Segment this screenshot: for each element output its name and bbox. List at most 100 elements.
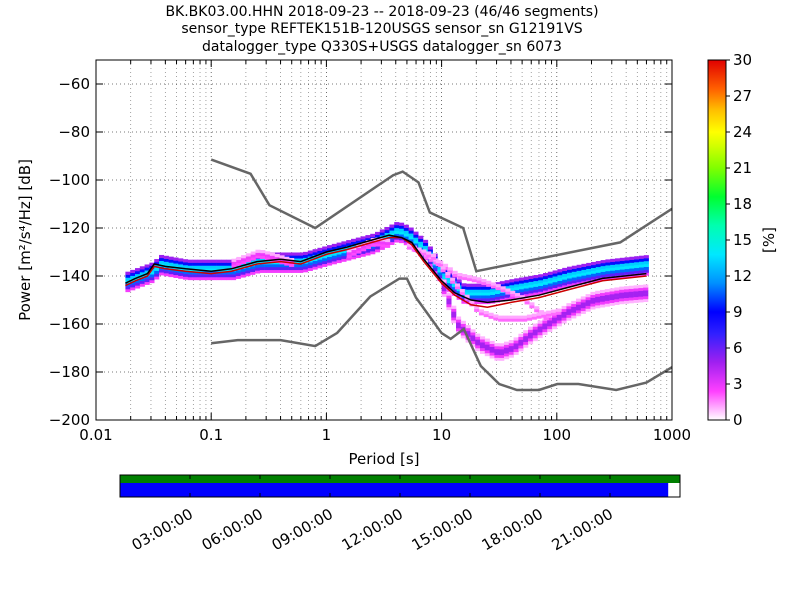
histogram-cell <box>351 249 357 253</box>
histogram-cell <box>576 307 582 311</box>
histogram-cell <box>379 232 385 236</box>
histogram-cell <box>293 255 299 259</box>
histogram-cell <box>440 269 446 273</box>
histogram-cell <box>638 299 644 303</box>
histogram-cell <box>341 252 347 257</box>
histogram-cell <box>586 268 592 272</box>
y-axis-label: Power [m²/s⁴/Hz] [dB] <box>16 159 34 321</box>
histogram-cell <box>288 269 294 273</box>
histogram-cell <box>284 262 290 266</box>
histogram-cell <box>207 274 213 278</box>
histogram-cell <box>502 315 509 319</box>
histogram-cell <box>480 300 486 305</box>
histogram-cell <box>394 233 400 237</box>
histogram-cell <box>187 265 193 269</box>
histogram-cell <box>629 265 635 269</box>
histogram-cell <box>178 264 184 268</box>
histogram-cell <box>522 315 528 319</box>
histogram-cell <box>537 332 543 336</box>
histogram-cell <box>561 305 567 310</box>
histogram-cell <box>460 323 466 327</box>
histogram-cell <box>576 270 582 274</box>
histogram-cell <box>619 272 625 276</box>
histogram-cell <box>279 252 285 256</box>
histogram-cell <box>480 336 486 340</box>
histogram-cell <box>610 264 616 268</box>
histogram-cell <box>435 260 441 264</box>
histogram-cell <box>628 285 634 289</box>
histogram-cell <box>456 287 462 292</box>
histogram-cell <box>518 339 524 343</box>
histogram-cell <box>355 254 361 259</box>
histogram-cell <box>250 254 256 258</box>
histogram-cell <box>619 295 625 299</box>
histogram-cell <box>288 266 294 271</box>
histogram-cell <box>427 263 433 267</box>
histogram-cell <box>336 254 342 258</box>
histogram-cell <box>495 282 501 286</box>
histogram-cell <box>552 281 558 286</box>
histogram-cell <box>571 312 577 316</box>
histogram-cell <box>508 345 514 350</box>
histogram-cell <box>557 272 563 276</box>
histogram-cell <box>356 250 362 254</box>
histogram-cell <box>187 276 193 281</box>
histogram-cell <box>446 298 452 302</box>
histogram-cell <box>187 259 193 263</box>
histogram-cell <box>590 306 596 310</box>
histogram-cell <box>543 281 549 285</box>
histogram-cell <box>163 261 169 265</box>
histogram-cell <box>279 264 285 268</box>
histogram-cell <box>633 299 639 303</box>
histogram-cell <box>475 295 481 299</box>
histogram-cell <box>168 273 174 278</box>
histogram-cell <box>624 257 630 261</box>
histogram-cell <box>255 270 261 274</box>
histogram-cell <box>183 262 189 266</box>
histogram-cell <box>462 276 468 281</box>
histogram-cell <box>624 294 630 298</box>
histogram-cell <box>639 258 645 262</box>
histogram-cell <box>499 298 505 302</box>
histogram-cell <box>528 341 534 345</box>
histogram-cell <box>240 271 246 275</box>
histogram-cell <box>341 249 347 254</box>
histogram-cell <box>595 263 601 268</box>
histogram-cell <box>628 291 634 295</box>
histogram-cell <box>245 270 251 274</box>
histogram-cell <box>187 271 193 275</box>
histogram-cell <box>446 292 452 296</box>
histogram-cell <box>408 239 414 243</box>
histogram-cell <box>523 344 529 348</box>
histogram-cell <box>265 257 271 261</box>
histogram-cell <box>609 288 615 292</box>
histogram-cell <box>394 224 400 229</box>
histogram-cell <box>355 237 361 241</box>
histogram-cell <box>389 230 395 234</box>
histogram-cell <box>312 249 318 253</box>
histogram-cell <box>183 264 189 269</box>
histogram-cell <box>144 278 150 283</box>
timeline-tick-label: 03:00:00 <box>129 505 196 554</box>
histogram-cell <box>619 269 625 273</box>
histogram-cell <box>605 270 611 275</box>
histogram-cell <box>528 287 534 291</box>
histogram-cell <box>614 293 620 297</box>
histogram-cell <box>341 241 347 245</box>
histogram-cell <box>643 298 649 303</box>
histogram-cell <box>216 265 222 269</box>
histogram-cell <box>514 293 521 297</box>
histogram-cell <box>615 272 621 276</box>
histogram-cell <box>226 274 232 278</box>
histogram-cell <box>154 259 160 263</box>
histogram-cell <box>615 269 621 274</box>
histogram-cell <box>509 296 515 300</box>
histogram-cell <box>341 258 347 262</box>
histogram-cell <box>159 257 165 261</box>
histogram-cell <box>433 258 439 262</box>
histogram-cell <box>202 274 208 278</box>
histogram-cell <box>581 266 587 270</box>
histogram-cell <box>413 234 419 238</box>
histogram-cell <box>236 262 242 266</box>
histogram-cell <box>514 286 520 291</box>
